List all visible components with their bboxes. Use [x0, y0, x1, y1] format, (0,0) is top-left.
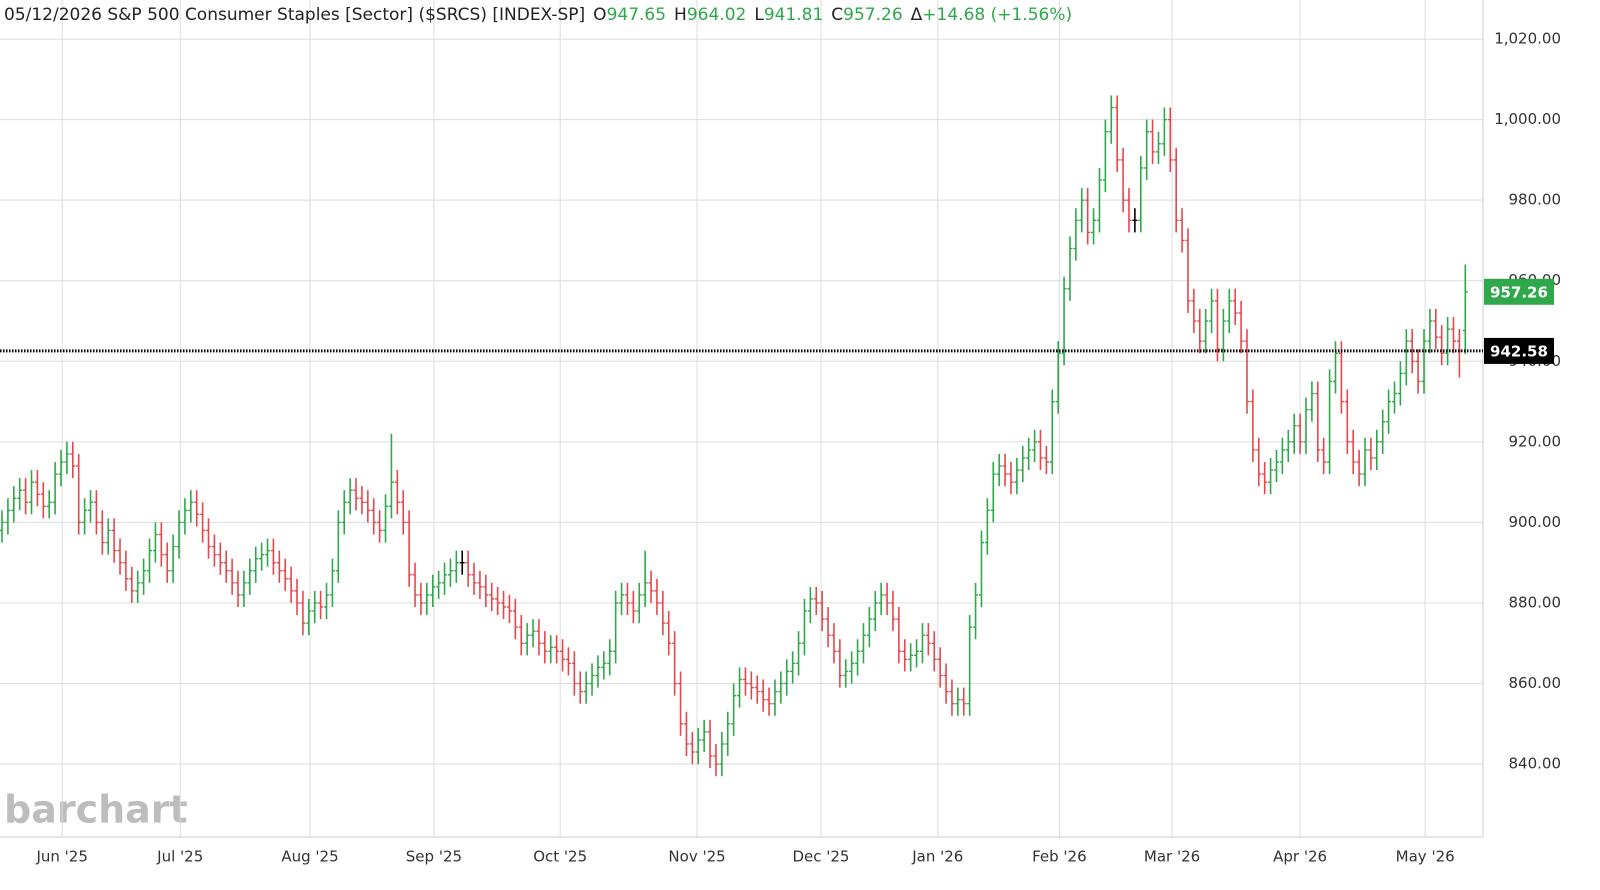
x-tick-label: Apr '26 [1273, 848, 1327, 866]
x-tick-label: Jan '26 [911, 848, 963, 866]
x-tick-label: Feb '26 [1032, 848, 1087, 866]
x-tick-label: Dec '25 [792, 848, 849, 866]
header-part: 964.02 [687, 5, 746, 25]
header-part: O [593, 5, 606, 25]
x-tick-label: Mar '26 [1144, 848, 1200, 866]
x-tick-label: Nov '25 [668, 848, 725, 866]
header-part: +14.68 (+1.56%) [922, 5, 1072, 25]
header-part: 947.65 [607, 5, 666, 25]
y-tick-label: 920.00 [1509, 432, 1562, 450]
last-price-tag [1484, 278, 1554, 305]
y-tick-label: 840.00 [1509, 755, 1562, 773]
x-tick-label: Sep '25 [406, 848, 462, 866]
watermark: barchart [4, 788, 188, 832]
header-part: 05/12/2026 S&P 500 Consumer Staples [Sec… [4, 5, 585, 25]
x-tick-label: Jul '25 [156, 848, 203, 866]
y-tick-label: 860.00 [1509, 674, 1562, 692]
header-part: L [754, 5, 764, 25]
y-tick-label: 980.00 [1509, 191, 1562, 209]
y-tick-label: 1,000.00 [1494, 110, 1561, 128]
header-part: Δ [911, 5, 923, 25]
x-tick-label: May '26 [1396, 848, 1455, 866]
y-tick-label: 1,020.00 [1494, 30, 1561, 48]
header-part: 957.26 [843, 5, 902, 25]
x-tick-label: Jun '25 [35, 848, 87, 866]
header: 05/12/2026 S&P 500 Consumer Staples [Sec… [4, 5, 1072, 25]
previous-close-tag [1484, 337, 1554, 364]
previous-close-label: 942.58 [1490, 342, 1548, 360]
header-part: C [831, 5, 843, 25]
header-part: H [674, 5, 687, 25]
x-tick-label: Oct '25 [533, 848, 587, 866]
y-tick-label: 880.00 [1509, 593, 1562, 611]
y-tick-label: 900.00 [1509, 513, 1562, 531]
x-tick-label: Aug '25 [281, 848, 338, 866]
last-price-label: 957.26 [1490, 283, 1548, 301]
header-part: 941.81 [764, 5, 823, 25]
